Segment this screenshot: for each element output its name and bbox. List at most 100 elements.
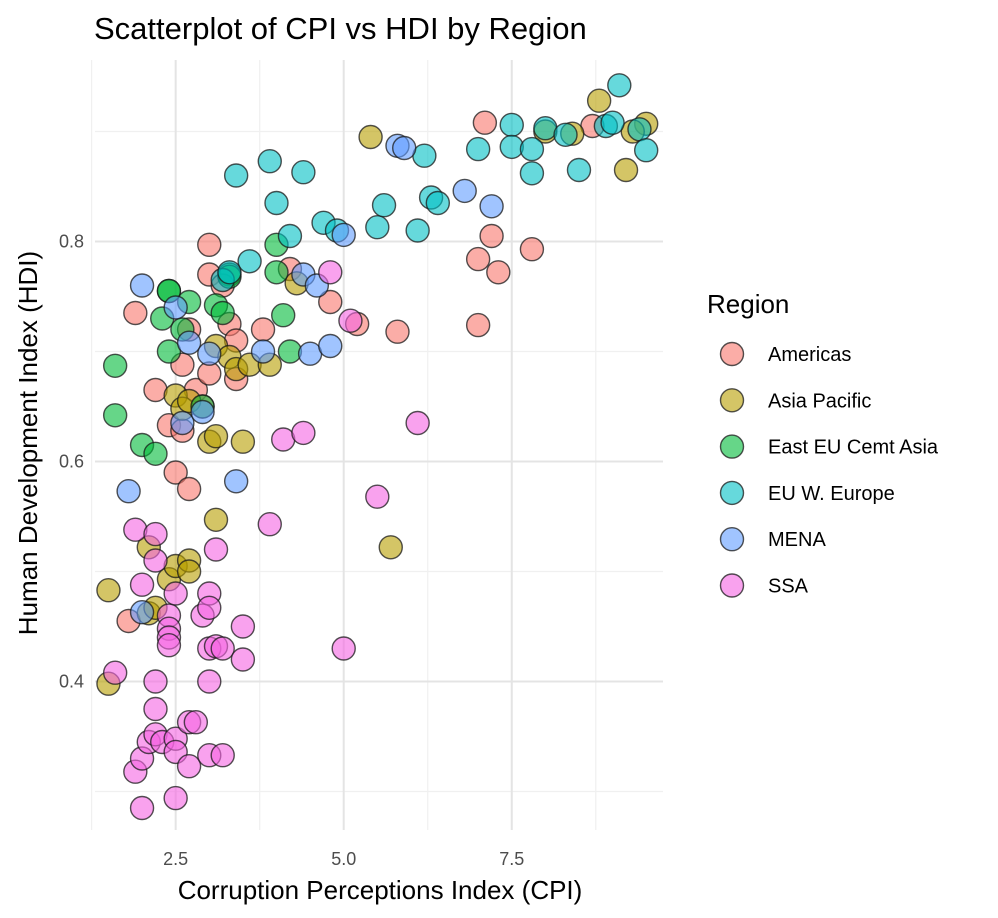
data-point bbox=[203, 424, 229, 449]
data-points bbox=[96, 73, 659, 821]
legend-label: MENA bbox=[768, 529, 826, 551]
x-tick-label: 7.5 bbox=[499, 849, 524, 869]
legend-label: Asia Pacific bbox=[768, 390, 871, 412]
legend: Region Americas Asia Pacific East EU Cemt … bbox=[707, 289, 939, 598]
data-point bbox=[465, 136, 491, 162]
data-point bbox=[183, 710, 209, 735]
data-point bbox=[264, 260, 289, 285]
data-point bbox=[331, 636, 356, 661]
data-point bbox=[96, 578, 121, 603]
legend-swatch bbox=[719, 388, 745, 413]
data-point bbox=[607, 73, 632, 98]
data-point bbox=[116, 479, 141, 504]
data-point bbox=[143, 521, 168, 547]
data-point bbox=[163, 460, 188, 485]
y-tick-label: 0.6 bbox=[59, 452, 84, 472]
data-point bbox=[203, 537, 229, 562]
data-point bbox=[371, 192, 397, 218]
data-point bbox=[223, 163, 249, 188]
data-point bbox=[600, 110, 625, 135]
data-point bbox=[237, 249, 262, 274]
data-point bbox=[479, 194, 504, 219]
data-point bbox=[486, 260, 511, 285]
data-point bbox=[230, 429, 256, 454]
data-point bbox=[197, 232, 222, 258]
data-point bbox=[230, 614, 256, 639]
data-point bbox=[627, 117, 652, 142]
data-point bbox=[197, 595, 222, 620]
data-point bbox=[586, 88, 612, 113]
legend-swatch bbox=[719, 434, 745, 459]
y-tick-label: 0.8 bbox=[59, 232, 84, 252]
data-point bbox=[338, 308, 363, 333]
data-point bbox=[271, 303, 296, 328]
legend-label: East EU Cemt Asia bbox=[768, 437, 939, 459]
data-point bbox=[203, 507, 229, 532]
data-point bbox=[129, 600, 155, 625]
data-point bbox=[230, 647, 256, 672]
data-point bbox=[566, 157, 592, 183]
data-point bbox=[129, 795, 155, 821]
data-point bbox=[217, 260, 242, 285]
data-point bbox=[318, 333, 343, 359]
legend-label: SSA bbox=[768, 576, 809, 598]
data-point bbox=[176, 559, 202, 584]
x-tick-label: 2.5 bbox=[163, 849, 188, 869]
data-point bbox=[197, 669, 222, 694]
data-point bbox=[143, 377, 168, 403]
data-point bbox=[331, 222, 356, 248]
tick-labels: 2.5 5.0 7.5 0.4 0.6 0.8 bbox=[59, 232, 524, 870]
data-point bbox=[452, 178, 477, 204]
data-point bbox=[553, 122, 578, 148]
data-point bbox=[365, 484, 390, 509]
legend-swatch bbox=[719, 480, 745, 506]
legend-item: Asia Pacific bbox=[719, 388, 871, 413]
data-point bbox=[129, 572, 155, 597]
data-point bbox=[176, 476, 202, 502]
data-point bbox=[250, 339, 276, 364]
data-point bbox=[223, 469, 249, 494]
data-point bbox=[519, 136, 545, 162]
data-point bbox=[143, 669, 168, 694]
data-point bbox=[156, 633, 182, 658]
data-point bbox=[264, 190, 289, 216]
legend-swatch bbox=[719, 573, 745, 598]
data-point bbox=[210, 300, 235, 326]
data-point bbox=[318, 260, 343, 285]
data-point bbox=[210, 743, 235, 768]
legend-title: Region bbox=[707, 289, 789, 319]
data-point bbox=[210, 636, 235, 661]
legend-label: EU W. Europe bbox=[768, 483, 895, 505]
data-point bbox=[291, 420, 316, 446]
data-point bbox=[499, 134, 524, 160]
legend-item: Americas bbox=[719, 341, 851, 367]
data-point bbox=[277, 223, 303, 249]
data-point bbox=[519, 161, 545, 186]
data-point bbox=[425, 190, 451, 216]
data-point bbox=[129, 273, 155, 298]
data-point bbox=[163, 295, 188, 320]
data-point bbox=[197, 341, 222, 366]
data-point bbox=[405, 410, 430, 436]
data-point bbox=[250, 317, 276, 342]
data-point bbox=[170, 410, 195, 436]
data-point bbox=[465, 312, 491, 338]
legend-item: East EU Cemt Asia bbox=[719, 434, 939, 459]
data-point bbox=[163, 785, 188, 811]
data-point bbox=[163, 581, 188, 606]
x-axis-title: Corruption Perceptions Index (CPI) bbox=[178, 875, 583, 905]
chart-title: Scatterplot of CPI vs HDI by Region bbox=[94, 11, 587, 46]
data-point bbox=[499, 112, 524, 138]
data-point bbox=[102, 403, 128, 428]
data-point bbox=[392, 135, 417, 161]
legend-swatch bbox=[719, 341, 745, 367]
legend-item: MENA bbox=[719, 527, 826, 552]
data-point bbox=[176, 754, 202, 779]
y-axis-title: Human Development Index (HDI) bbox=[13, 251, 43, 635]
data-point bbox=[257, 512, 282, 537]
legend-label: Americas bbox=[768, 344, 851, 366]
data-point bbox=[102, 660, 128, 685]
y-tick-label: 0.4 bbox=[59, 672, 84, 692]
data-point bbox=[271, 427, 296, 452]
